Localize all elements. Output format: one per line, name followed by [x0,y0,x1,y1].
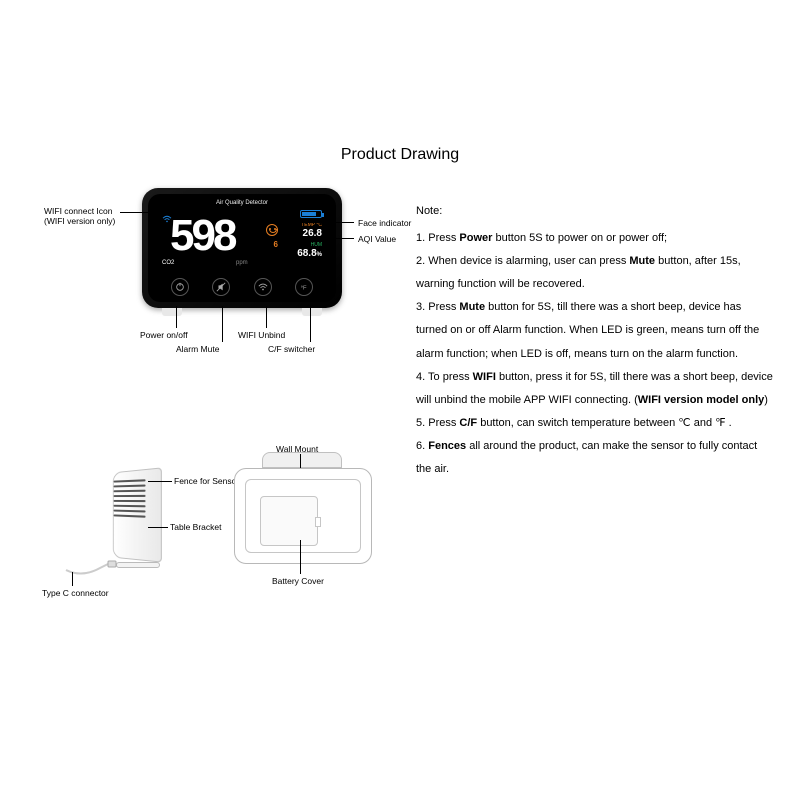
callout-battcover: Battery Cover [272,576,324,586]
page-title: Product Drawing [0,146,800,164]
power-button-icon [171,278,189,296]
side-foot [116,562,160,568]
notes-list: 1. Press Power button 5S to power on or … [416,227,774,481]
notes-item: 3. Press Mute button for 5S, till there … [416,296,774,365]
mute-button-icon [212,278,230,296]
battery-icon [300,210,322,218]
callout-wall: Wall Mount [276,444,318,454]
callout-aqi: AQI Value [358,234,396,244]
notes-section: Note: 1. Press Power button 5S to power … [416,200,774,481]
callout-unbind: WIFI Unbind [238,330,285,340]
temp-readout: TEMP °C 26.8 [301,222,322,239]
callout-power: Power on/off [140,330,188,340]
device-front-view: Air Quality Detector 598 CO2 ppm 6 TEMP … [142,188,342,308]
callout-typec: Type C connector [42,588,109,598]
leader-line [300,454,301,468]
notes-item: 2. When device is alarming, user can pre… [416,250,774,296]
notes-item: 6. Fences all around the product, can ma… [416,435,774,481]
screen-title: Air Quality Detector [148,200,336,206]
leader-line [222,306,223,342]
hum-readout: HUM 68.8% [297,242,322,259]
callout-mute: Alarm Mute [176,344,219,354]
notes-header: Note: [416,200,774,223]
callout-cf: C/F switcher [268,344,315,354]
side-vent [114,479,146,517]
hum-value: 68.8% [297,248,322,259]
aqi-value: 6 [274,240,278,249]
notes-item: 1. Press Power button 5S to power on or … [416,227,774,250]
back-body [234,468,372,564]
leader-line [148,527,168,528]
device-side-view [64,470,174,580]
device-button-row: °F [148,278,336,296]
device-back-view [228,452,378,582]
callout-bracket: Table Bracket [170,522,222,532]
leader-line [176,306,177,328]
co2-label: CO2 [162,260,174,266]
leader-line [266,306,267,328]
leader-line [310,306,311,342]
notes-item: 4. To press WIFI button, press it for 5S… [416,366,774,412]
leader-line [300,540,301,574]
wifi-button-icon [254,278,272,296]
callout-face: Face indicator [358,218,411,228]
back-bracket [262,452,342,468]
leader-line [292,238,354,239]
face-indicator-icon [266,224,278,236]
notes-item: 5. Press C/F button, can switch temperat… [416,412,774,435]
leader-line [72,572,73,586]
leader-line [292,222,354,223]
co2-value: 598 [170,214,234,258]
back-batt [260,496,318,546]
ppm-label: ppm [236,260,248,266]
callout-wifi: WIFI connect Icon (WIFI version only) [44,206,115,226]
svg-text:°F: °F [300,286,306,292]
stand-right [302,308,322,316]
cf-button-icon: °F [295,278,313,296]
back-inner [245,479,361,553]
leader-line [120,212,156,213]
device-screen: Air Quality Detector 598 CO2 ppm 6 TEMP … [148,194,336,302]
stand-left [162,308,182,316]
leader-line [148,481,172,482]
